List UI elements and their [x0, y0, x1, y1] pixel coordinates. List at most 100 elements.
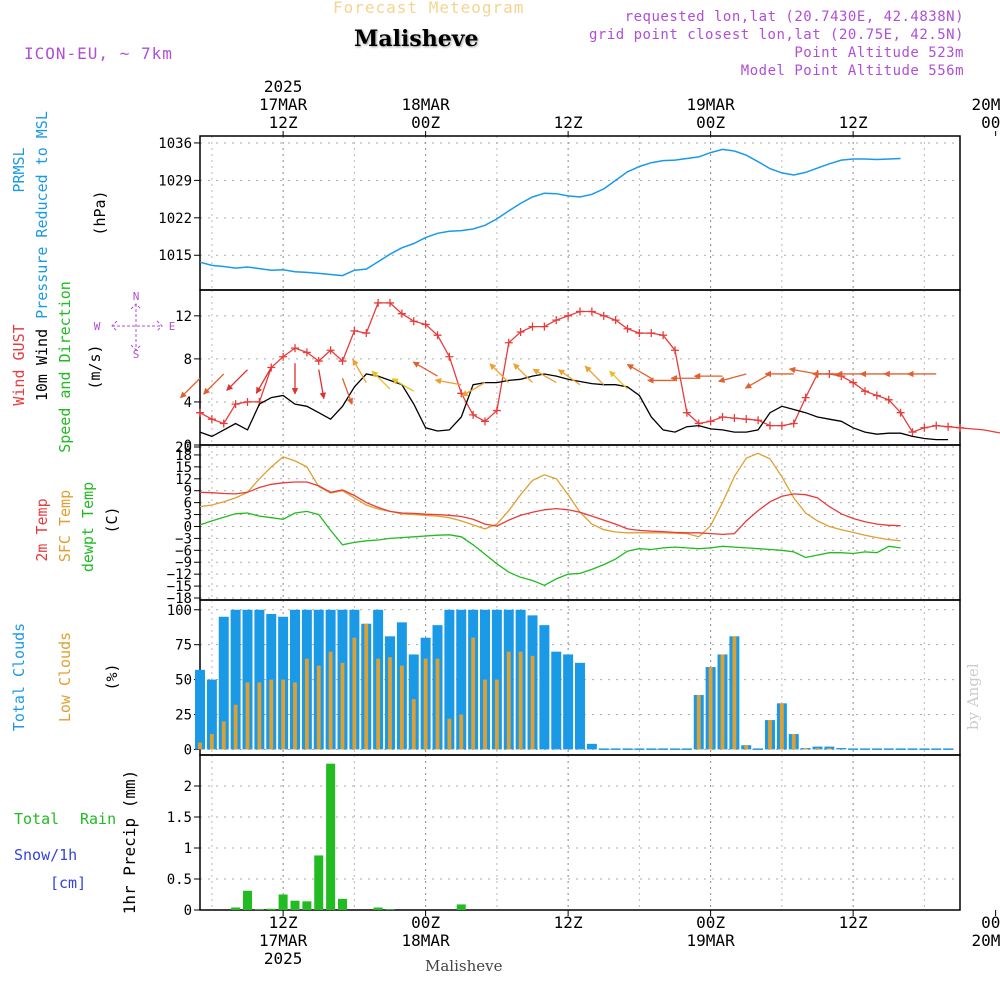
y-tick-label: 0	[184, 438, 192, 454]
wind-gust-marker	[457, 389, 466, 398]
low-cloud-bar	[696, 694, 701, 750]
wind-gust-marker	[433, 331, 442, 340]
wind-direction-arrow	[489, 363, 510, 384]
wind-direction-arrow	[744, 373, 771, 389]
low-cloud-bar	[423, 658, 428, 750]
total-cloud-bar	[456, 609, 467, 750]
wind-gust-marker	[279, 352, 288, 361]
y-tick-label: −18	[167, 591, 192, 607]
panel-frame	[199, 754, 961, 911]
wind-gust-marker	[374, 298, 383, 307]
wind-gust-marker	[908, 428, 917, 437]
low-cloud-bar	[791, 734, 796, 750]
y-tick-label: 1015	[158, 248, 192, 264]
low-cloud-bar	[803, 748, 808, 750]
low-cloud-bar	[221, 721, 226, 750]
total-cloud-bar	[919, 748, 930, 750]
wind-gust-marker	[362, 329, 371, 338]
y-tick-label: 0.5	[167, 872, 192, 888]
y-tick-label: −6	[175, 543, 192, 559]
low-cloud-bar	[827, 748, 832, 750]
top-time-label: 2025	[264, 77, 303, 96]
low-cloud-bar	[732, 636, 737, 750]
low-cloud-bar	[328, 651, 333, 750]
wind-gust-marker	[314, 357, 323, 366]
top-time-label: 00Z	[411, 113, 440, 132]
bottom-time-label: 19MAR	[687, 931, 736, 950]
model-label: ICON-EU, ~ 7km	[24, 44, 173, 63]
top-time-label: 17MAR	[259, 95, 308, 114]
low-cloud-bar	[269, 679, 274, 750]
low-cloud-bar	[494, 679, 499, 750]
wind-gust-marker	[552, 316, 561, 325]
wind-direction-arrow	[626, 363, 652, 379]
total-cloud-bar	[290, 609, 300, 750]
wind-gust-marker	[623, 324, 632, 333]
low-cloud-bar	[744, 745, 749, 750]
y-tick-label: 12	[175, 472, 192, 488]
bottom-time-label: 2025	[264, 949, 303, 968]
wind-gust-marker	[302, 348, 311, 357]
wind-direction-arrow	[341, 378, 354, 405]
wind-direction-arrow	[391, 378, 415, 392]
wind-gust-marker	[754, 416, 763, 425]
footer-station-name: Malisheve	[425, 957, 503, 975]
rain-bar	[290, 900, 300, 910]
wind-gust-marker	[291, 344, 299, 353]
panel-frame	[199, 444, 961, 601]
top-time-label: 00Z	[696, 113, 725, 132]
low-cloud-bar	[364, 623, 369, 750]
wind-speed-line	[199, 373, 949, 441]
wind-gust-marker	[647, 329, 656, 338]
low-cloud-bar	[352, 637, 357, 750]
total-clouds-label: Total Clouds	[10, 623, 28, 731]
total-cloud-bar	[218, 616, 229, 750]
top-time-label: 12Z	[839, 113, 868, 132]
precip-unit-label: 1hr Precip (mm)	[120, 770, 139, 915]
y-tick-label: 100	[167, 603, 192, 619]
temp-2m-label: 2m Temp	[33, 498, 51, 561]
temp-sfc-label: SFC Temp	[56, 490, 74, 562]
wind-gust-marker	[789, 419, 798, 428]
y-tick-label: 18	[175, 448, 192, 464]
bottom-time-label: 12Z	[269, 913, 298, 932]
wind-gust-marker	[956, 423, 964, 432]
top-time-label: 19MAR	[687, 95, 736, 114]
wind-direction-arrow	[532, 368, 557, 384]
y-tick-label: 75	[175, 638, 192, 654]
compass-south: S	[133, 348, 140, 361]
wind-gust-marker	[219, 419, 228, 428]
total-cloud-bar	[563, 654, 574, 750]
bottom-time-label: 18MAR	[402, 931, 451, 950]
wind-gust-marker	[231, 400, 240, 409]
wind-gust-marker	[849, 378, 858, 387]
top-time-label: 12Z	[269, 113, 298, 132]
y-tick-label: 0	[184, 742, 192, 758]
wind-gust-marker	[611, 316, 620, 325]
low-cloud-bar	[708, 667, 713, 750]
total-cloud-bar	[598, 748, 609, 750]
wind-gust-marker	[635, 329, 644, 338]
y-tick-label: 1	[184, 841, 192, 857]
low-cloud-bar	[281, 679, 286, 750]
wind-direction-arrow	[203, 373, 225, 395]
bottom-time-label: 20MAR	[972, 931, 1000, 950]
rain-bar	[266, 908, 276, 910]
total-cloud-bar	[681, 748, 692, 750]
y-tick-label: 0	[184, 903, 192, 919]
rain-bar	[242, 890, 253, 910]
low-clouds-label: Low Clouds	[56, 632, 74, 722]
wind-gust-marker	[243, 397, 252, 406]
low-cloud-bar	[245, 682, 250, 750]
bottom-time-label: 17MAR	[259, 931, 308, 950]
total-cloud-bar	[195, 669, 205, 750]
wind-direction-label: Speed and Direction	[56, 281, 74, 453]
low-cloud-bar	[779, 703, 784, 750]
low-cloud-bar	[198, 742, 202, 750]
temp-2m-line	[199, 481, 901, 536]
y-tick-label: 3	[184, 508, 192, 524]
low-cloud-bar	[435, 658, 440, 750]
wind-direction-arrow	[609, 370, 628, 390]
wind-gust-marker	[576, 307, 584, 316]
